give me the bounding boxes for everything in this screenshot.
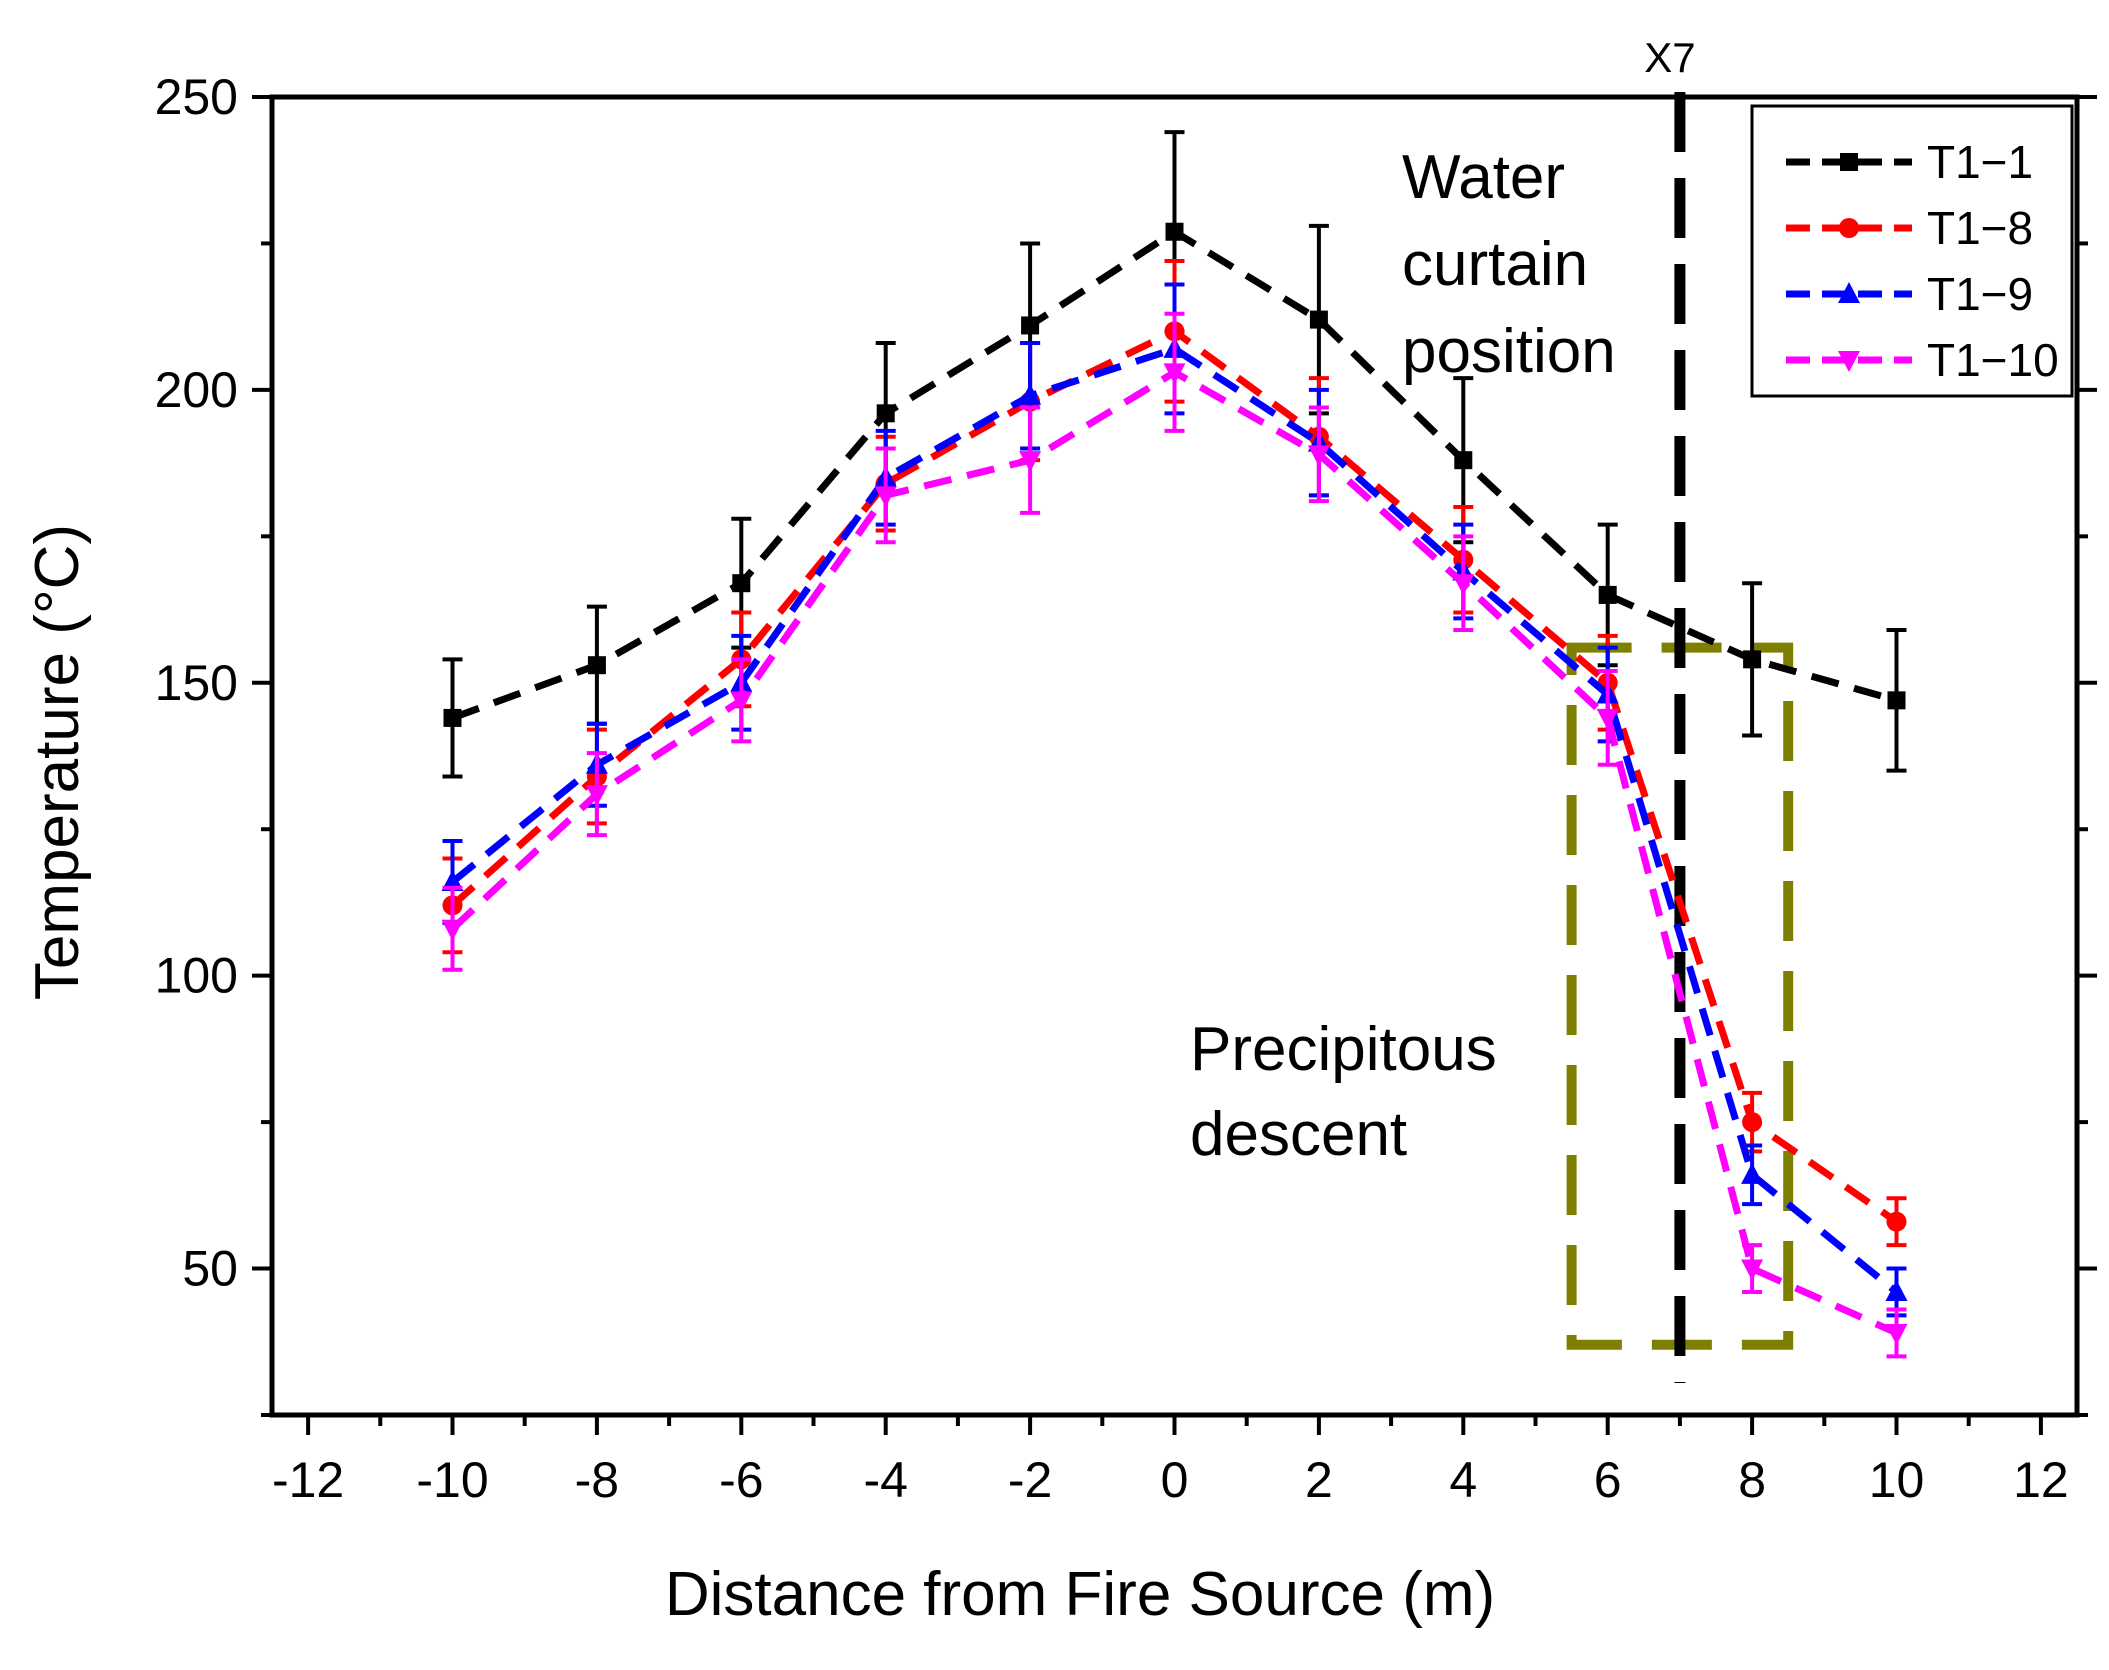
water-curtain-label-line-1: Water: [1402, 143, 1565, 212]
series-1: [442, 130, 1907, 779]
data-point: [1309, 310, 1328, 329]
x-tick-label: 2: [1305, 1452, 1333, 1508]
water-curtain-label-line-3: position: [1402, 317, 1616, 386]
x-tick-label: 6: [1594, 1452, 1622, 1508]
data-point: [587, 656, 606, 675]
data-point: [1885, 1323, 1908, 1345]
series-4: [441, 311, 1908, 1359]
data-point: [1454, 451, 1473, 470]
data-point: [1886, 1211, 1907, 1232]
series-line: [450, 368, 1898, 1337]
data-point: [1596, 708, 1619, 730]
data-point: [441, 919, 464, 941]
y-tick-label: 200: [155, 362, 238, 418]
axes: X7 -12 -10 -8 -6 -4 -2 0 2 4 6 8 10 12 50 100 150 200 250: [155, 34, 2097, 1508]
data-point: [1019, 451, 1042, 473]
legend-marker: [1840, 153, 1858, 171]
data-point: [1742, 1112, 1763, 1133]
legend-label: T1−8: [1927, 202, 2033, 254]
x-tick-label: -2: [1008, 1452, 1052, 1508]
legend-label: T1−1: [1927, 136, 2033, 188]
precipitous-descent-label-line-2: descent: [1190, 1100, 1407, 1169]
y-tick-label: 250: [155, 69, 238, 125]
data-point: [1887, 691, 1906, 710]
data-point: [1019, 383, 1042, 405]
y-tick-label: 50: [182, 1241, 238, 1297]
x-tick-label: -4: [863, 1452, 907, 1508]
data-point: [1452, 574, 1475, 596]
data-point: [1163, 363, 1186, 385]
data-point: [1743, 650, 1762, 669]
data-point: [874, 486, 897, 508]
plot-area: [441, 92, 1908, 1383]
data-point: [1307, 445, 1330, 467]
x-tick-label: -6: [719, 1452, 763, 1508]
data-point: [730, 691, 753, 713]
data-point: [1165, 222, 1184, 241]
data-point: [443, 708, 462, 727]
x-tick-label: 8: [1738, 1452, 1766, 1508]
legend-marker: [1839, 218, 1859, 238]
legend-marker: [1838, 282, 1860, 303]
data-point: [441, 869, 464, 891]
annotations: Water curtain position Precipitous desce…: [1190, 143, 1616, 1169]
water-curtain-label-line-2: curtain: [1402, 230, 1588, 299]
data-point: [876, 404, 895, 423]
series-3: [441, 282, 1908, 1318]
series-line: [450, 345, 1899, 1295]
x-axis-title: Distance from Fire Source (m): [665, 1560, 1495, 1629]
y-axis-title: Temperature (°C): [23, 524, 92, 1000]
data-point: [1598, 585, 1617, 604]
x-tick-label: 10: [1869, 1452, 1925, 1508]
legend-label: T1−9: [1927, 268, 2033, 320]
x-tick-label: -12: [272, 1452, 344, 1508]
x-tick-label: 12: [2013, 1452, 2069, 1508]
legend: T1−1 T1−8 T1−9 T1−10: [1750, 104, 2074, 398]
x-tick-label: 4: [1449, 1452, 1477, 1508]
data-point: [732, 574, 751, 593]
data-point: [1021, 316, 1040, 335]
data-point: [1741, 1162, 1764, 1184]
data-point: [1885, 1279, 1908, 1301]
legend-box: [1750, 104, 2074, 398]
water-curtain-line-label: X7: [1644, 34, 1695, 81]
x-tick-label: -8: [575, 1452, 619, 1508]
y-tick-label: 150: [155, 655, 238, 711]
legend-marker: [1838, 351, 1860, 372]
data-point: [1741, 1259, 1764, 1281]
legend-label: T1−10: [1927, 334, 2059, 386]
precipitous-descent-label-line-1: Precipitous: [1190, 1015, 1497, 1084]
data-point: [585, 785, 608, 807]
x-tick-label: 0: [1161, 1452, 1189, 1508]
x-tick-label: -10: [416, 1452, 488, 1508]
y-tick-label: 100: [155, 948, 238, 1004]
